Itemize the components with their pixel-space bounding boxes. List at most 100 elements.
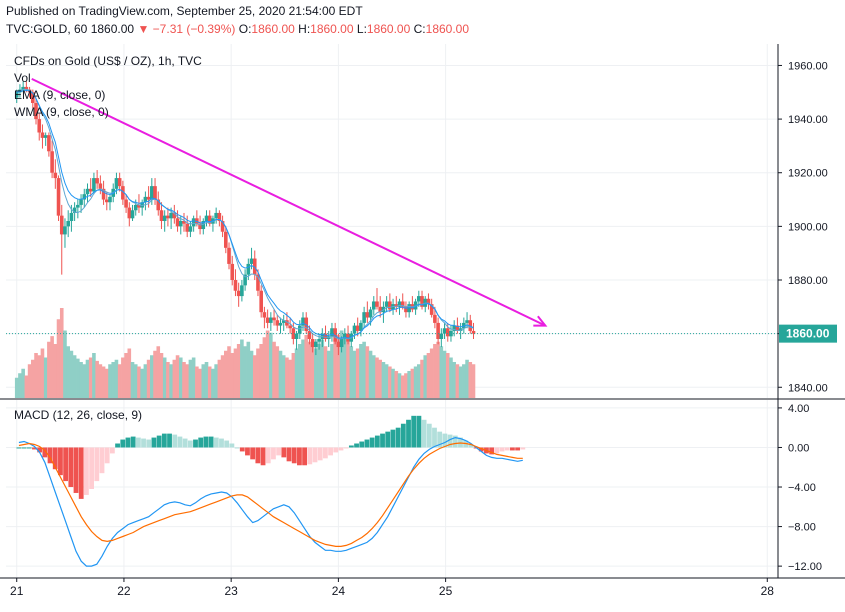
volume-bar xyxy=(388,366,392,398)
macd-hist-bar xyxy=(322,447,328,459)
volume-bar xyxy=(59,308,64,398)
macd-hist-bar xyxy=(255,447,261,464)
candle-body xyxy=(352,325,357,334)
price-tick-label: 1900.00 xyxy=(788,221,828,233)
volume-bar xyxy=(88,357,93,398)
macd-hist-bar xyxy=(354,443,359,448)
last-price: 1860.00 xyxy=(90,22,135,36)
candle-body xyxy=(433,314,437,323)
volume-bar xyxy=(14,377,19,398)
macd-hist-bar xyxy=(281,447,287,458)
macd-hist-bar xyxy=(172,434,178,448)
signal-line xyxy=(18,442,523,547)
macd-hist-bar xyxy=(504,447,510,451)
macd-hist-bar xyxy=(208,436,214,448)
candle-body xyxy=(394,304,399,307)
macd-hist-bar xyxy=(250,447,256,460)
candle-body xyxy=(281,320,286,323)
candle-body xyxy=(133,204,138,211)
macd-hist-bar xyxy=(302,447,308,466)
volume-bar xyxy=(252,355,257,398)
volume-bar xyxy=(230,353,235,398)
macd-hist-bar xyxy=(494,447,500,454)
macd-hist-bar xyxy=(333,447,339,453)
close-value: 1860.00 xyxy=(425,22,470,36)
macd-hist-bar xyxy=(307,447,313,465)
volume-bar xyxy=(375,357,379,398)
volume-bar xyxy=(195,366,199,398)
volume-bar xyxy=(404,373,408,398)
macd-hist-bar xyxy=(447,434,453,448)
volume-bar xyxy=(433,344,437,398)
candle-body xyxy=(101,188,106,200)
volume-bar xyxy=(314,348,318,398)
volume-bar xyxy=(384,364,389,398)
volume-bar xyxy=(121,357,125,398)
volume-bar xyxy=(333,339,337,398)
volume-bar xyxy=(323,346,328,398)
volume-bar xyxy=(272,341,276,398)
volume-bar xyxy=(211,368,215,398)
volume-bar xyxy=(330,344,334,398)
macd-tick-label: 4.00 xyxy=(788,403,809,415)
volume-bar xyxy=(140,368,144,398)
macd-tick-label: −8.00 xyxy=(788,522,816,534)
high-label: H: xyxy=(298,22,311,36)
volume-bar xyxy=(310,346,315,398)
candle-body xyxy=(420,296,424,307)
candle-body xyxy=(314,341,318,348)
volume-bar xyxy=(98,364,103,398)
volume-bar xyxy=(349,346,354,398)
close-label: C: xyxy=(413,22,426,36)
volume-bar xyxy=(365,346,370,398)
symbol-label: TVC:GOLD, 60 xyxy=(6,22,88,36)
macd-hist-bar xyxy=(146,439,152,448)
volume-bar xyxy=(246,341,251,398)
last-price-badge xyxy=(779,324,837,343)
volume-bar xyxy=(21,368,25,398)
volume-bar xyxy=(130,362,135,398)
volume-bar xyxy=(336,335,341,398)
last-price-badge-label: 1860.00 xyxy=(786,327,830,341)
volume-bar xyxy=(249,350,254,398)
candle-body xyxy=(455,325,460,331)
volume-bar xyxy=(101,366,106,398)
volume-bar xyxy=(378,359,383,398)
macd-hist-bar xyxy=(156,435,162,448)
volume-bar xyxy=(439,346,444,398)
change-down-icon: ▼ xyxy=(137,22,150,36)
macd-hist-bar xyxy=(520,447,526,450)
volume-bar xyxy=(191,357,196,398)
macd-hist-bar xyxy=(317,447,323,461)
macd-hist-bar xyxy=(260,447,266,466)
macd-hist-bar xyxy=(78,447,84,499)
volume-bar xyxy=(182,362,186,398)
candle-body xyxy=(236,290,241,297)
time-tick-label: 21 xyxy=(10,584,24,598)
candle-body xyxy=(121,186,125,200)
macd-hist-bar xyxy=(37,447,43,453)
macd-hist-bar xyxy=(510,447,515,451)
macd-hist-bar xyxy=(426,423,432,448)
volume-bar xyxy=(420,359,424,398)
candle-body xyxy=(429,304,434,315)
price-tick-label: 1840.00 xyxy=(788,382,828,394)
macd-legend: MACD (12, 26, close, 9) xyxy=(14,408,142,422)
volume-bar xyxy=(104,368,109,398)
volume-bar xyxy=(339,330,344,398)
volume-bar xyxy=(317,344,321,398)
legend-title: CFDs on Gold (US$ / OZ), 1h, TVC xyxy=(14,54,202,68)
volume-bar xyxy=(31,359,35,398)
volume-bar xyxy=(240,339,244,398)
legend: CFDs on Gold (US$ / OZ), 1h, TVC Vol EMA… xyxy=(14,54,202,422)
macd-hist-bar xyxy=(390,429,396,448)
candle-body xyxy=(224,231,228,248)
volume-bar xyxy=(185,364,190,398)
candle-body xyxy=(85,188,90,195)
volume-bar xyxy=(53,344,58,398)
volume-bar xyxy=(468,362,473,398)
volume-bar xyxy=(27,364,32,398)
volume-bar xyxy=(169,364,173,398)
candle-body xyxy=(220,221,225,232)
